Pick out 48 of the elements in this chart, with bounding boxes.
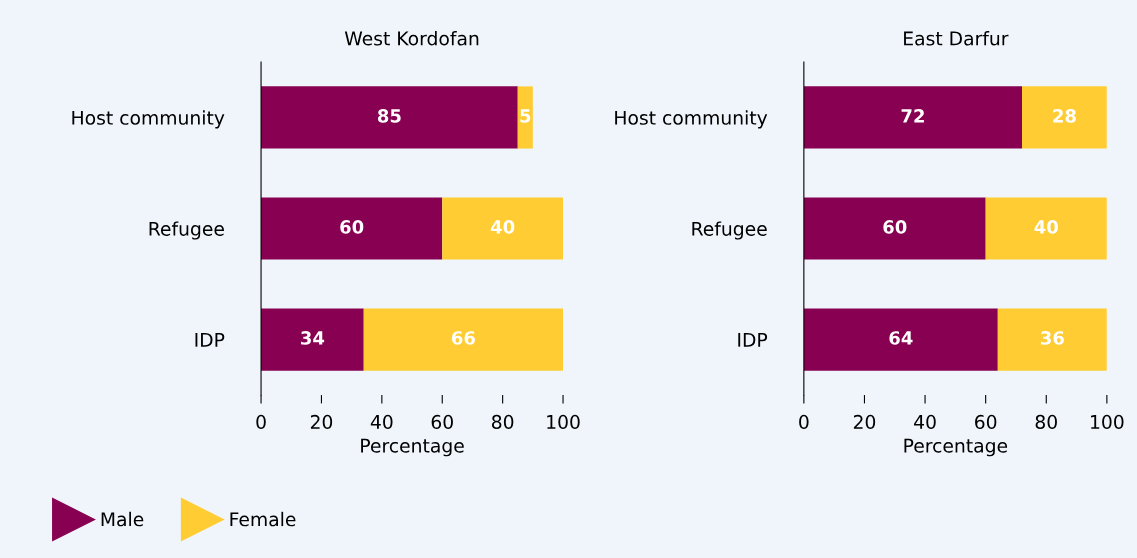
x-axis-title: Percentage: [904, 438, 1008, 457]
x-tick-label: 40: [370, 414, 393, 430]
x-tick-label: 0: [256, 414, 266, 430]
legend-label: Female: [230, 511, 296, 527]
data-label: 60: [883, 220, 907, 234]
data-label: 5: [520, 109, 531, 123]
y-tick-label: Refugee: [692, 221, 767, 240]
bar: [517, 86, 533, 149]
x-tick-label: 60: [975, 414, 997, 430]
data-label: 66: [451, 331, 475, 345]
data-label: 34: [301, 331, 325, 345]
chart-title: East Darfur: [904, 31, 1009, 46]
x-tick-label: 100: [1091, 414, 1124, 430]
bar: [442, 197, 564, 260]
data-label: 72: [901, 109, 924, 123]
legend-label: Male: [101, 511, 144, 527]
data-label: 40: [490, 220, 515, 234]
bar: [985, 197, 1107, 260]
x-tick-label: 60: [431, 414, 453, 430]
x-tick-label: 20: [853, 414, 876, 430]
y-tick-label: IDP: [195, 333, 225, 347]
data-label: 40: [1034, 220, 1058, 234]
bar: [261, 308, 364, 371]
x-tick-label: 100: [547, 414, 580, 430]
bar: [261, 197, 443, 260]
bar: [363, 308, 564, 371]
data-label: 28: [1053, 109, 1076, 123]
x-tick-label: 0: [799, 414, 809, 430]
y-tick-label: Host community: [615, 110, 768, 129]
y-tick-label: IDP: [738, 333, 768, 347]
bar: [803, 86, 1023, 149]
data-label: 85: [377, 109, 401, 123]
chart-title: West Kordofan: [344, 31, 479, 46]
x-tick-label: 80: [491, 414, 514, 430]
bar: [997, 308, 1107, 371]
bar: [803, 308, 998, 371]
y-tick-label: Host community: [72, 110, 225, 129]
data-label: 60: [340, 220, 364, 234]
bar: [261, 86, 518, 149]
data-label: 36: [1040, 331, 1064, 345]
bar: [1022, 86, 1107, 149]
x-tick-label: 40: [914, 414, 936, 430]
x-tick-label: 20: [310, 414, 333, 430]
bar: [803, 197, 986, 260]
y-tick-label: Refugee: [149, 221, 224, 240]
x-tick-label: 80: [1035, 414, 1057, 430]
data-label: 64: [889, 331, 913, 345]
x-axis-title: Percentage: [361, 438, 464, 457]
